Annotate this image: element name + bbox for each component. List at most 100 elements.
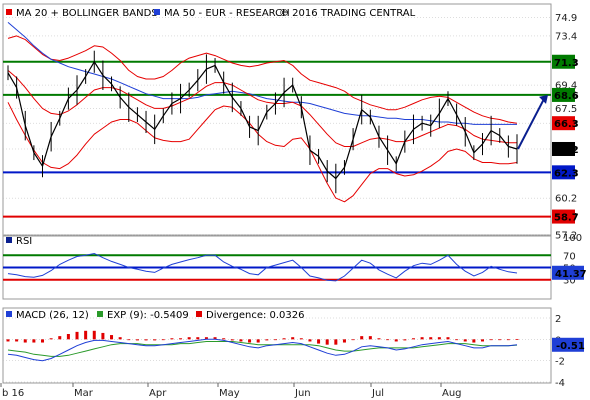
rsi-legend-label: RSI bbox=[16, 236, 32, 247]
divergence-bar bbox=[161, 339, 165, 341]
macd-legend-swatch bbox=[6, 311, 12, 317]
divergence-bar bbox=[342, 339, 346, 343]
divergence-bar bbox=[15, 339, 19, 342]
divergence-bar bbox=[101, 332, 105, 340]
bollinger-lower-line bbox=[7, 102, 518, 203]
price-series-group bbox=[7, 22, 548, 203]
divergence-bar bbox=[153, 339, 157, 341]
divergence-bar bbox=[23, 339, 27, 343]
bollinger-legend-swatch bbox=[6, 9, 12, 15]
copyright-label: © 2016 TRADING CENTRAL bbox=[279, 8, 416, 19]
divergence-bars bbox=[6, 330, 519, 345]
x-axis-label: Aug bbox=[442, 388, 462, 399]
macd-value-tag: -0.51 bbox=[552, 337, 585, 352]
price-y-tick-label: 67.5 bbox=[555, 104, 577, 115]
divergence-legend-label: Divergence: 0.0326 bbox=[206, 310, 305, 321]
rsi-line bbox=[7, 252, 518, 282]
price-y-tick-label: 73.4 bbox=[555, 31, 577, 42]
rsi-value-tag: 41.37 bbox=[552, 265, 587, 280]
x-axis-label: Jun bbox=[294, 388, 311, 399]
divergence-bar bbox=[92, 330, 96, 340]
divergence-bar bbox=[386, 339, 390, 341]
divergence-bar bbox=[84, 330, 88, 340]
divergence-bar bbox=[204, 337, 208, 340]
ma20-line bbox=[7, 70, 517, 147]
rsi-legend-swatch bbox=[6, 237, 12, 243]
divergence-bar bbox=[230, 339, 234, 341]
macd-legend-label: MACD (26, 12) bbox=[16, 310, 89, 321]
price-level-tag-bg bbox=[552, 165, 575, 180]
divergence-bar bbox=[32, 339, 36, 343]
divergence-bar bbox=[506, 339, 510, 341]
divergence-bar bbox=[351, 339, 355, 341]
price-y-tick-label: 57.2 bbox=[555, 231, 577, 242]
divergence-bar bbox=[498, 339, 502, 341]
rsi-value-tag-bg bbox=[552, 265, 584, 280]
macd-y-tick-label: -4 bbox=[555, 378, 565, 389]
divergence-bar bbox=[256, 339, 260, 343]
rsi-value-tag-label: 41.37 bbox=[555, 269, 587, 280]
price-y-tick-label: 60.2 bbox=[555, 194, 577, 205]
rsi-level-lines bbox=[3, 254, 551, 281]
price-y-tick-label: 69.4 bbox=[555, 81, 577, 92]
divergence-bar bbox=[515, 338, 519, 340]
rsi-y-tick-label: 100 bbox=[563, 233, 582, 244]
divergence-bar bbox=[135, 339, 139, 341]
macd-y-tick-label: -2 bbox=[555, 357, 565, 368]
price-level-tag-bg bbox=[552, 209, 575, 224]
divergence-bar bbox=[472, 339, 476, 343]
divergence-bar bbox=[411, 338, 415, 340]
macd-value-tag-bg bbox=[552, 337, 584, 352]
macd-line bbox=[7, 338, 518, 362]
divergence-bar bbox=[110, 335, 114, 340]
price-legend: MA 20 + BOLLINGER BANDS MA 50 - EUR - RE… bbox=[6, 8, 416, 19]
divergence-bar bbox=[213, 337, 217, 340]
price-level-tag-bg bbox=[552, 54, 575, 69]
divergence-bar bbox=[265, 339, 269, 341]
divergence-bar bbox=[299, 338, 303, 340]
price-level-tags: 71.3 68.6 66.3 64.2 62.3 58.7 bbox=[552, 54, 579, 224]
divergence-bar bbox=[118, 337, 122, 340]
rsi-series-group bbox=[7, 252, 518, 282]
divergence-bar bbox=[144, 339, 148, 341]
divergence-bar bbox=[170, 338, 174, 340]
divergence-bar bbox=[377, 338, 381, 340]
x-axis-label: Apr bbox=[149, 388, 167, 399]
price-panel: 74.9 73.4 71.3 69.468.6 67.5 66.3 64.2 62.3 60.2… bbox=[2, 3, 579, 242]
ma50-line bbox=[7, 22, 517, 125]
divergence-bar bbox=[291, 337, 295, 340]
exp-line bbox=[7, 341, 518, 357]
macd-series-group bbox=[7, 338, 518, 362]
price-level-tag-label: 58.7 bbox=[554, 213, 579, 224]
x-axis: b 16 Mar Apr May Jun Jul Aug bbox=[0, 382, 551, 399]
divergence-bar bbox=[66, 334, 70, 340]
divergence-bar bbox=[403, 339, 407, 341]
x-axis-label: b 16 bbox=[2, 388, 24, 399]
divergence-bar bbox=[308, 339, 312, 342]
projection-arrow-line bbox=[517, 98, 545, 150]
x-axis-label: Mar bbox=[74, 388, 94, 399]
ma50-legend-swatch bbox=[154, 9, 160, 15]
divergence-bar bbox=[446, 337, 450, 340]
divergence-bar bbox=[58, 336, 62, 340]
divergence-bar bbox=[187, 337, 191, 340]
price-level-tag-label: 66.3 bbox=[554, 119, 579, 130]
divergence-bar bbox=[49, 338, 53, 340]
divergence-bar bbox=[127, 339, 131, 341]
x-axis-label: Jul bbox=[371, 388, 384, 399]
macd-gridlines bbox=[3, 317, 551, 383]
divergence-bar bbox=[6, 339, 10, 342]
divergence-bar bbox=[325, 339, 329, 345]
divergence-bar bbox=[455, 339, 459, 341]
divergence-bar bbox=[196, 337, 200, 340]
ma50-legend-label: MA 50 - EUR - RESEARCH bbox=[164, 8, 290, 19]
exp-legend-label: EXP (9): -0.5409 bbox=[107, 310, 189, 321]
divergence-bar bbox=[41, 339, 45, 343]
divergence-bar bbox=[282, 338, 286, 340]
divergence-bar bbox=[239, 339, 243, 342]
divergence-bar bbox=[360, 336, 364, 340]
price-level-tag-label: 64.2 bbox=[554, 145, 579, 156]
price-line bbox=[7, 61, 518, 180]
divergence-bar bbox=[480, 339, 484, 342]
